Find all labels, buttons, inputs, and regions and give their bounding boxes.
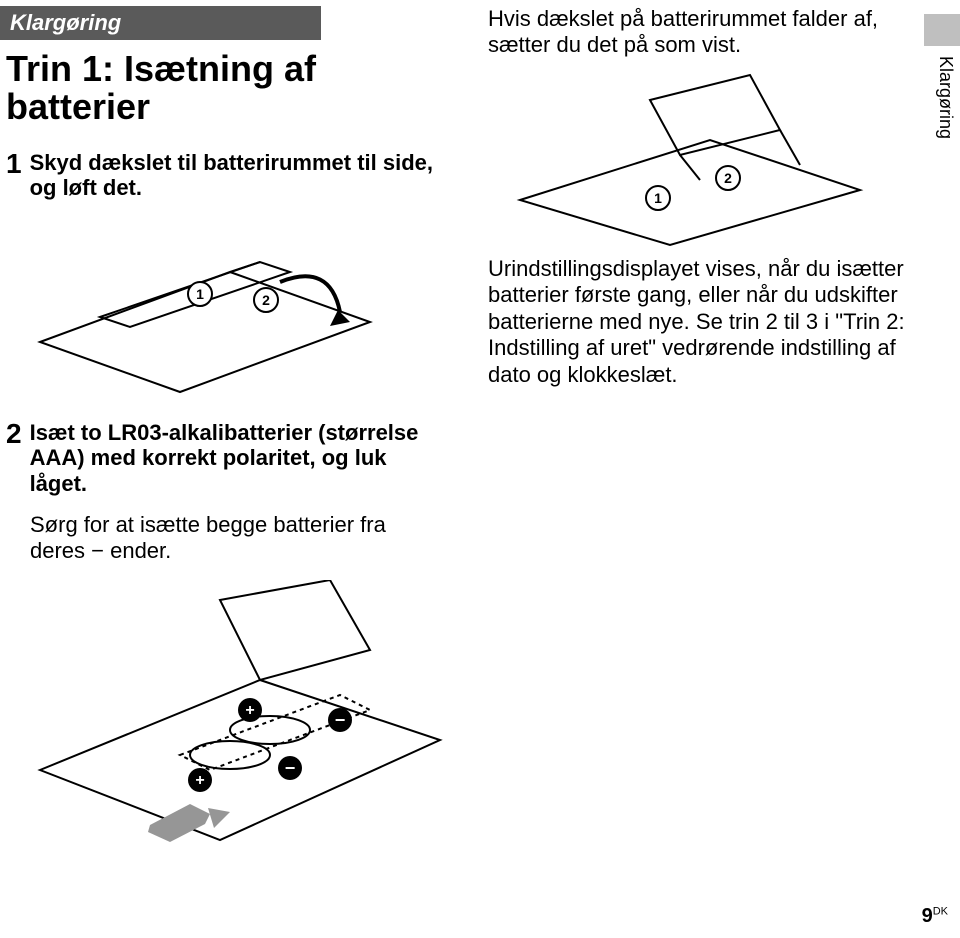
step-2-text: Isæt to LR03-alkalibatterier (størrelse … <box>30 420 446 496</box>
side-tab-label: Klargøring <box>931 50 960 145</box>
svg-text:1: 1 <box>654 190 662 206</box>
page-number-value: 9 <box>922 905 933 927</box>
page-number: 9DK <box>922 905 948 928</box>
side-tab-marker <box>924 14 960 46</box>
illustration-reattach-cover: 1 2 <box>500 70 880 250</box>
svg-text:2: 2 <box>262 292 270 308</box>
step-2: 2 Isæt to LR03-alkalibatterier (størrels… <box>6 420 446 496</box>
svg-text:1: 1 <box>196 286 204 302</box>
step-1-text: Skyd dækslet til batterirummet til side,… <box>30 150 446 201</box>
clock-setup-note: Urindstillingsdisplayet vises, når du is… <box>488 256 908 388</box>
page-number-suffix: DK <box>933 905 948 917</box>
section-tab: Klargøring <box>0 6 321 40</box>
svg-text:−: − <box>335 710 346 730</box>
step-1: 1 Skyd dækslet til batterirummet til sid… <box>6 150 446 201</box>
step-2-subtext: Sørg for at isætte begge batterier fra d… <box>30 512 446 565</box>
illustration-slide-cover: 1 2 <box>30 222 390 402</box>
svg-text:−: − <box>285 758 296 778</box>
illustration-insert-batteries: + − + − <box>30 580 450 860</box>
cover-reattach-note: Hvis dækslet på batterirummet falder af,… <box>488 6 888 59</box>
svg-text:+: + <box>245 702 254 719</box>
page-title: Trin 1: Isætning af batterier <box>6 50 446 126</box>
step-1-number: 1 <box>6 150 22 178</box>
svg-text:2: 2 <box>724 170 732 186</box>
svg-text:+: + <box>195 772 204 789</box>
step-2-number: 2 <box>6 420 22 448</box>
